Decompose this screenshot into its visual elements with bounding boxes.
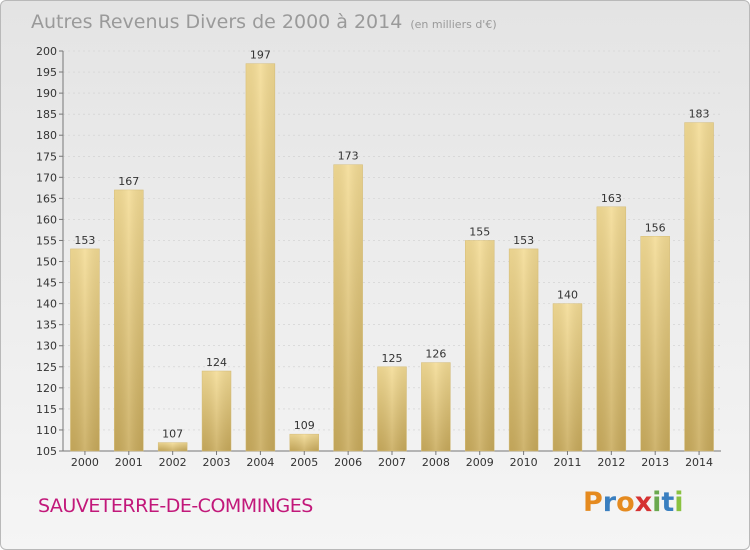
bar-shade (421, 362, 451, 451)
bar-value-label: 197 (250, 49, 271, 62)
y-tick-label: 105 (36, 445, 57, 458)
x-tick-label: 2013 (641, 456, 669, 469)
x-tick-label: 2010 (510, 456, 538, 469)
bar-value-label: 153 (74, 234, 95, 247)
x-tick-label: 2007 (378, 456, 406, 469)
bar-shade (245, 63, 275, 451)
title-text: Autres Revenus Divers de 2000 à 2014 (31, 11, 403, 33)
bar-value-label: 140 (557, 289, 578, 302)
y-tick-label: 140 (36, 298, 57, 311)
y-tick-label: 110 (36, 424, 57, 437)
bar-value-label: 156 (645, 221, 666, 234)
x-tick-label: 2001 (115, 456, 143, 469)
title-unit: (en milliers d'€) (410, 18, 497, 31)
bar-value-label: 173 (338, 150, 359, 163)
bar-value-label: 125 (382, 352, 403, 365)
logo-letter: r (602, 487, 617, 518)
x-tick-label: 2004 (246, 456, 274, 469)
y-tick-label: 190 (36, 87, 57, 100)
bar-shade (114, 189, 144, 451)
y-tick-label: 165 (36, 192, 57, 205)
y-tick-label: 135 (36, 319, 57, 332)
y-tick-label: 200 (36, 45, 57, 58)
logo-letter: i (674, 487, 684, 518)
logo-letter: i (652, 487, 662, 518)
bar-value-label: 124 (206, 356, 227, 369)
bar-shade (158, 442, 188, 451)
bar-value-label: 183 (689, 108, 710, 121)
bar-value-label: 109 (294, 419, 315, 432)
bar-shade (596, 206, 626, 451)
y-tick-label: 150 (36, 256, 57, 269)
x-tick-label: 2012 (597, 456, 625, 469)
x-tick-label: 2008 (422, 456, 450, 469)
bar-shade (640, 236, 670, 451)
x-tick-label: 2009 (466, 456, 494, 469)
y-tick-label: 180 (36, 129, 57, 142)
y-tick-label: 170 (36, 171, 57, 184)
y-tick-label: 155 (36, 234, 57, 247)
y-tick-label: 175 (36, 150, 57, 163)
bar-shade (509, 248, 539, 451)
bar-value-label: 153 (513, 234, 534, 247)
logo-letter: o (616, 487, 635, 518)
y-tick-label: 185 (36, 108, 57, 121)
x-tick-label: 2005 (290, 456, 318, 469)
chart-title: Autres Revenus Divers de 2000 à 2014 (en … (31, 11, 497, 33)
commune-name: SAUVETERRE-DE-COMMINGES (38, 495, 313, 517)
y-tick-label: 130 (36, 340, 57, 353)
y-tick-label: 160 (36, 213, 57, 226)
bar-shade (552, 303, 582, 451)
bar-shade (70, 248, 100, 451)
x-tick-label: 2011 (553, 456, 581, 469)
bar-shade (684, 122, 714, 451)
y-tick-label: 115 (36, 403, 57, 416)
bar-value-label: 126 (425, 348, 446, 361)
bar-shade (465, 240, 495, 451)
bar-shade (202, 371, 232, 451)
proxiti-logo: Proxiti (583, 487, 684, 518)
bar-value-label: 107 (162, 428, 183, 441)
x-tick-label: 2003 (203, 456, 231, 469)
bar-shade (289, 434, 319, 451)
x-tick-label: 2006 (334, 456, 362, 469)
x-tick-label: 2000 (71, 456, 99, 469)
bar-shade (377, 366, 407, 451)
x-tick-label: 2014 (685, 456, 713, 469)
bar-value-label: 163 (601, 192, 622, 205)
y-tick-label: 120 (36, 382, 57, 395)
bar-value-label: 167 (118, 175, 139, 188)
y-tick-label: 195 (36, 66, 57, 79)
logo-letter: t (661, 487, 675, 518)
y-tick-label: 125 (36, 361, 57, 374)
bar-shade (333, 164, 363, 451)
y-tick-label: 145 (36, 277, 57, 290)
x-tick-label: 2002 (159, 456, 187, 469)
logo-letter: P (583, 487, 603, 518)
bar-value-label: 155 (469, 225, 490, 238)
logo-letter: x (634, 487, 653, 518)
